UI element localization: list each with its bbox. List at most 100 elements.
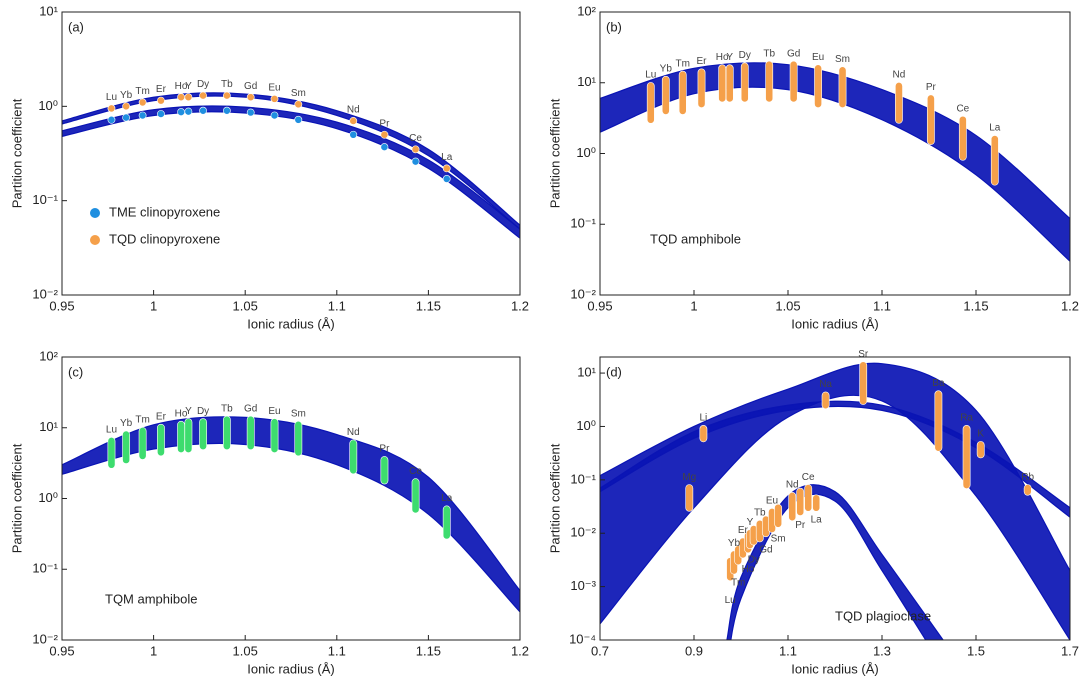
point bbox=[222, 91, 231, 100]
point-column bbox=[157, 423, 165, 457]
element-label: Y bbox=[185, 406, 192, 417]
element-label: Tm bbox=[135, 415, 149, 426]
point-column bbox=[270, 418, 279, 453]
y-tick-label: 10⁻¹ bbox=[32, 192, 58, 207]
model-band bbox=[600, 400, 1070, 518]
point-column bbox=[895, 82, 903, 124]
point-column bbox=[774, 503, 783, 528]
element-label: Tb bbox=[221, 403, 233, 414]
element-label: Sm bbox=[291, 408, 306, 419]
y-tick-label: 10⁻¹ bbox=[570, 216, 596, 231]
element-label: Y bbox=[747, 517, 754, 528]
element-label: Tm bbox=[731, 577, 745, 588]
element-label: Yb bbox=[660, 63, 673, 74]
panel-label: (a) bbox=[68, 19, 84, 34]
point-column bbox=[958, 115, 967, 161]
point bbox=[138, 111, 147, 120]
element-label: Pr bbox=[379, 444, 390, 455]
point bbox=[294, 115, 303, 124]
x-tick-label: 1.15 bbox=[416, 643, 441, 658]
element-label: Pr bbox=[379, 118, 390, 129]
element-label: Ce bbox=[409, 466, 422, 477]
x-tick-label: 0.7 bbox=[591, 643, 609, 658]
point bbox=[349, 117, 358, 125]
x-tick-label: 1.2 bbox=[1061, 298, 1079, 313]
point-column bbox=[796, 487, 805, 516]
point-column bbox=[740, 62, 749, 103]
plot-frame bbox=[61, 11, 521, 296]
point bbox=[270, 94, 279, 103]
element-label: Dy bbox=[739, 50, 751, 61]
point-column bbox=[990, 135, 999, 186]
point-column bbox=[411, 478, 420, 514]
point-column bbox=[789, 60, 798, 103]
x-axis-label: Ionic radius (Å) bbox=[791, 661, 878, 676]
annotation: TQD plagioclase bbox=[835, 608, 931, 623]
element-label: Yb bbox=[120, 90, 133, 101]
x-tick-label: 1.1 bbox=[328, 643, 346, 658]
panel-label: (d) bbox=[606, 364, 622, 379]
point-column bbox=[177, 420, 185, 453]
point bbox=[184, 93, 193, 102]
point-column bbox=[349, 439, 358, 475]
element-label: Tb bbox=[221, 79, 233, 90]
point-column bbox=[718, 64, 727, 103]
point-column bbox=[804, 484, 813, 512]
element-label: Lu bbox=[725, 595, 736, 606]
point bbox=[411, 145, 420, 154]
point-column bbox=[442, 505, 451, 540]
y-tick-label: 10⁻⁴ bbox=[569, 631, 596, 646]
x-tick-label: 1.1 bbox=[779, 643, 797, 658]
y-axis-label: Partition coefficient bbox=[9, 98, 24, 208]
y-tick-label: 10⁻² bbox=[570, 525, 596, 540]
y-tick-label: 10⁻² bbox=[570, 286, 596, 301]
x-tick-label: 1.3 bbox=[873, 643, 891, 658]
x-tick-label: 1.2 bbox=[511, 298, 529, 313]
point bbox=[157, 96, 165, 105]
element-label: Dy bbox=[197, 79, 209, 90]
point bbox=[107, 115, 116, 124]
element-label: Eu bbox=[268, 83, 280, 94]
element-label: K bbox=[977, 429, 984, 440]
panel-label: (c) bbox=[68, 364, 83, 379]
element-label: Gd bbox=[787, 48, 800, 59]
point bbox=[411, 157, 420, 166]
y-tick-label: 10² bbox=[577, 3, 596, 18]
element-label: Tm bbox=[135, 86, 149, 97]
element-label: Eu bbox=[766, 496, 778, 507]
element-label: Lu bbox=[645, 70, 656, 81]
x-tick-label: 1.15 bbox=[963, 298, 988, 313]
x-tick-label: 1.05 bbox=[233, 643, 258, 658]
point bbox=[270, 111, 279, 120]
x-tick-label: 1.2 bbox=[511, 643, 529, 658]
point-column bbox=[821, 391, 830, 410]
element-label: Gd bbox=[244, 81, 257, 92]
point bbox=[246, 108, 255, 117]
y-tick-label: 10² bbox=[39, 348, 58, 363]
element-label: Nd bbox=[347, 427, 360, 438]
x-tick-label: 1.5 bbox=[967, 643, 985, 658]
x-tick-label: 0.95 bbox=[49, 643, 74, 658]
point-column bbox=[926, 94, 935, 145]
point bbox=[177, 93, 185, 102]
element-label: Eu bbox=[268, 406, 280, 417]
element-label: Y bbox=[726, 52, 733, 63]
point-column bbox=[838, 66, 847, 108]
element-label: Lu bbox=[106, 92, 117, 103]
point-column bbox=[678, 70, 687, 115]
panel-label: (b) bbox=[606, 19, 622, 34]
element-label: La bbox=[441, 152, 453, 163]
legend-marker bbox=[90, 208, 100, 218]
element-label: La bbox=[441, 493, 453, 504]
legend-label: TME clinopyroxene bbox=[109, 204, 220, 219]
element-label: Y bbox=[185, 81, 192, 92]
element-label: Ce bbox=[409, 133, 422, 144]
y-tick-label: 10⁻¹ bbox=[32, 561, 58, 576]
x-axis-label: Ionic radius (Å) bbox=[791, 316, 878, 331]
point-column bbox=[1023, 484, 1032, 496]
element-label: Ho bbox=[175, 81, 188, 92]
element-label: Gd bbox=[759, 545, 772, 556]
